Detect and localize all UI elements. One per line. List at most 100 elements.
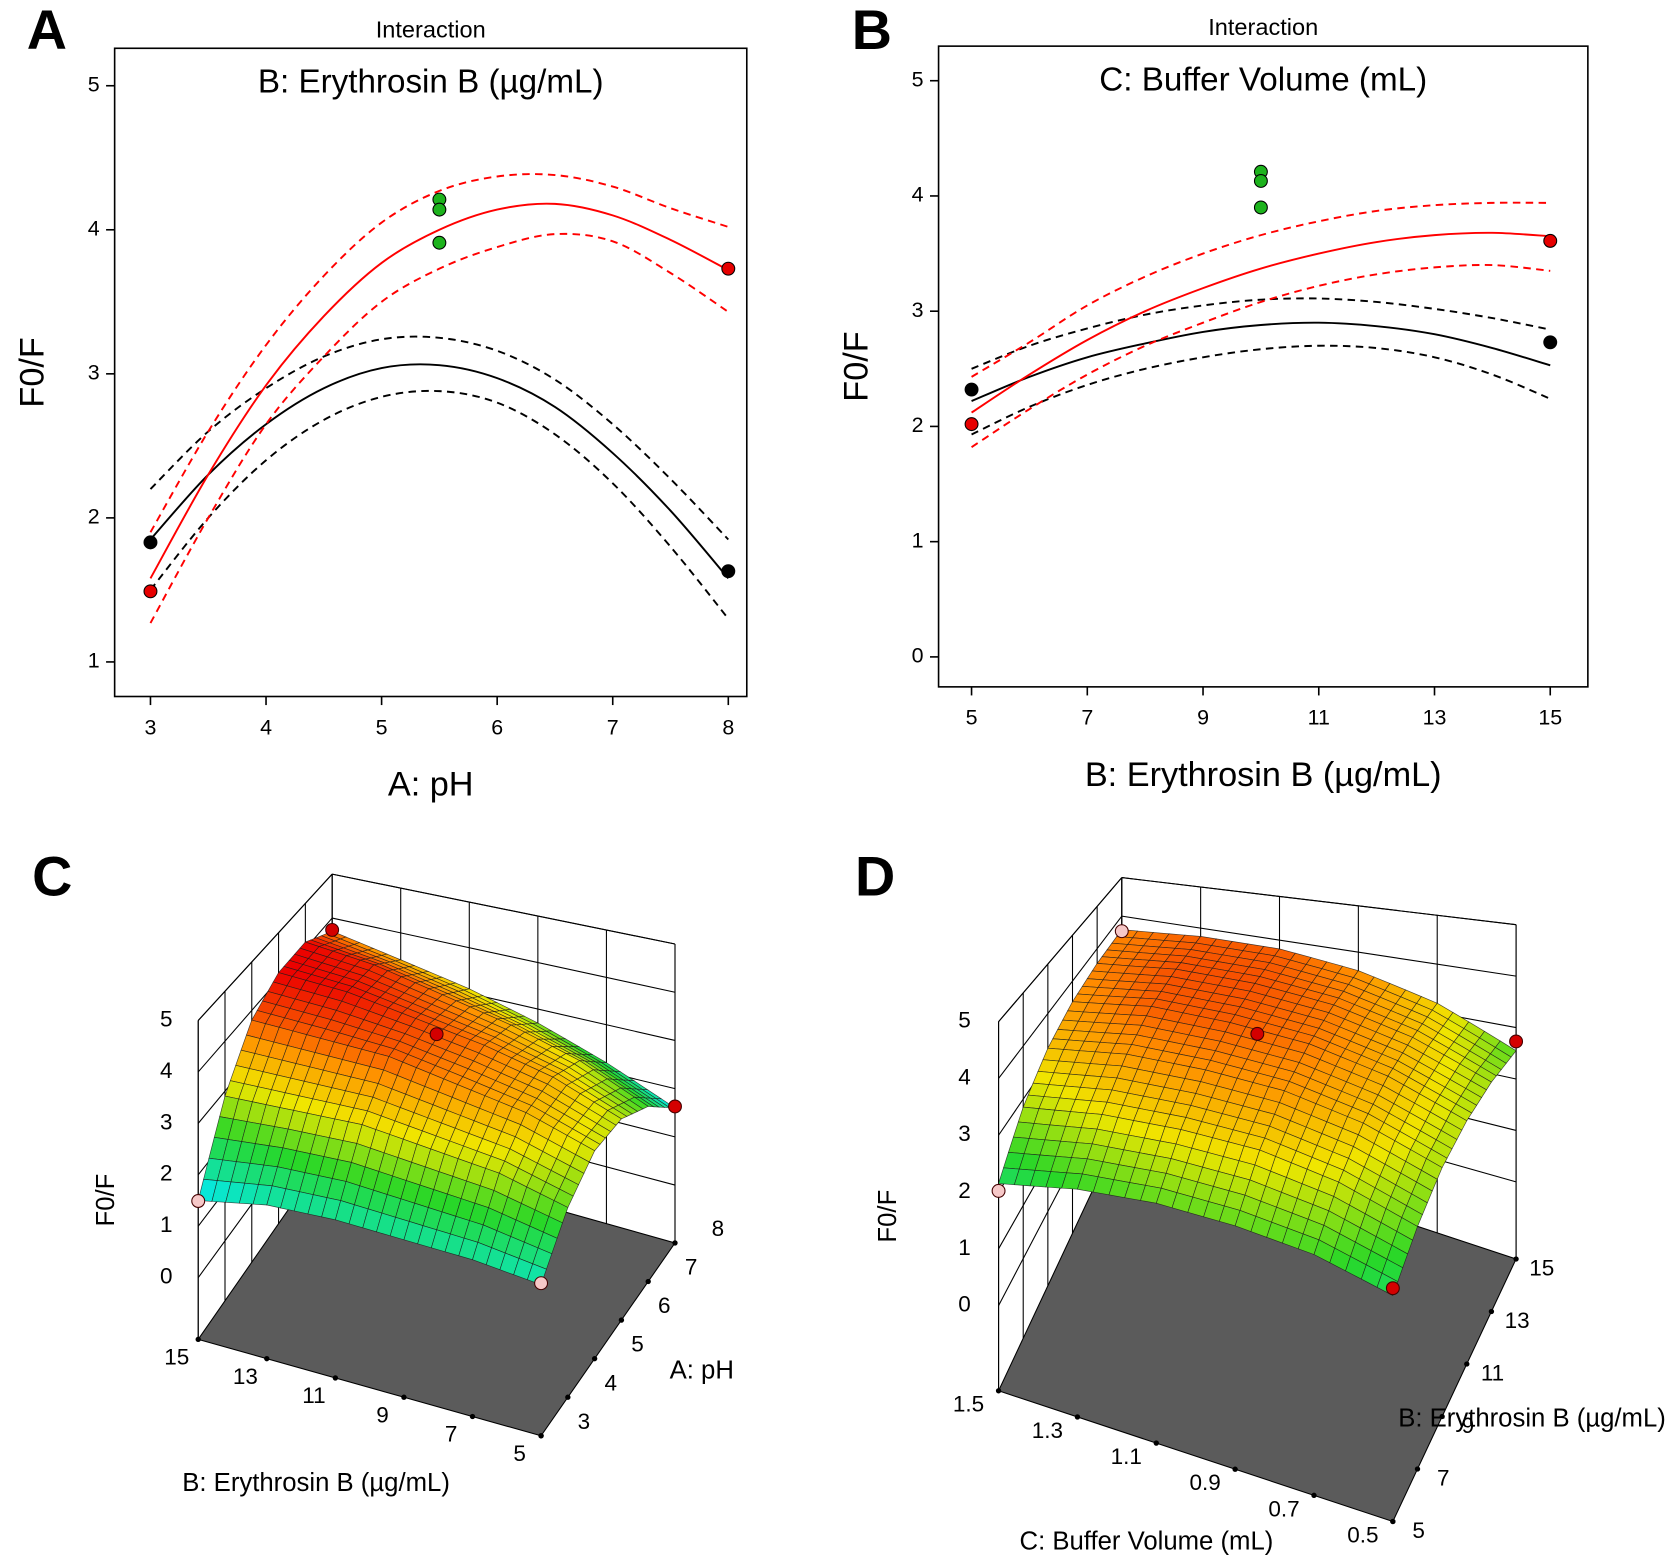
panel-letter: A: [27, 0, 67, 61]
x-axis-label: A: pH: [388, 766, 474, 804]
design-point: [721, 564, 736, 579]
y-tick-label: 3: [912, 298, 924, 322]
panel-letter: D: [855, 846, 895, 908]
curve: [971, 231, 1551, 414]
floor-tick: [401, 1394, 407, 1400]
floor-tick: [1464, 1361, 1470, 1367]
z-tick-label: 2: [958, 1178, 971, 1203]
design-point: [1250, 1026, 1265, 1041]
legend-title: B: Erythrosin B (µg/mL): [258, 63, 604, 100]
panel-letter: B: [852, 0, 892, 61]
design-point: [325, 922, 340, 937]
z-tick-label: 5: [958, 1008, 971, 1033]
x-tick-label: 7: [1081, 706, 1093, 730]
floor-tick: [1232, 1466, 1238, 1472]
z-tick-label: 4: [160, 1058, 173, 1083]
design-point: [721, 261, 736, 276]
curve: [971, 321, 1551, 402]
v-axis-label: A: pH: [670, 1356, 734, 1384]
design-point: [1253, 174, 1268, 188]
u-tick-label: 0.5: [1347, 1522, 1378, 1547]
u-tick-label: 1.3: [1032, 1418, 1063, 1443]
u-tick-label: 0.9: [1190, 1470, 1221, 1495]
legend-title: C: Buffer Volume (mL): [1099, 61, 1427, 98]
y-tick-label: 5: [88, 72, 100, 96]
y-tick-label: 0: [912, 644, 924, 668]
design-point: [432, 202, 447, 217]
floor-tick: [538, 1433, 544, 1439]
z-tick-label: 3: [160, 1109, 173, 1134]
design-point: [1509, 1034, 1524, 1049]
u-tick-label: 1.1: [1111, 1444, 1142, 1469]
z-tick-label: 5: [160, 1006, 173, 1031]
v-tick-label: 4: [604, 1370, 617, 1395]
x-tick-label: 15: [1538, 706, 1562, 730]
v-tick-label: 7: [685, 1255, 698, 1280]
z-tick-label: 0: [160, 1264, 173, 1289]
floor-tick: [1414, 1466, 1421, 1472]
design-point: [432, 235, 447, 250]
u-tick-label: 13: [233, 1364, 258, 1389]
plot-frame: [113, 47, 748, 698]
z-axis-label: F0/F: [92, 1174, 120, 1227]
floor-tick: [565, 1394, 571, 1400]
curve: [149, 202, 729, 579]
floor-tick: [1074, 1414, 1081, 1420]
box-edge: [332, 873, 676, 945]
wall-grid-line: [332, 917, 676, 993]
z-tick-label: 1: [160, 1212, 173, 1237]
floor-tick: [591, 1355, 598, 1362]
z-tick-label: 0: [958, 1292, 971, 1317]
curve: [971, 201, 1551, 378]
x-axis-label: B: Erythrosin B (µg/mL): [1085, 756, 1442, 794]
x-tick-label: 7: [607, 715, 619, 739]
floor-tick: [1513, 1256, 1519, 1262]
u-tick-label: 15: [164, 1345, 189, 1370]
v-tick-label: 5: [631, 1332, 644, 1357]
x-tick-label: 3: [145, 715, 157, 739]
curve: [149, 173, 729, 533]
x-tick-label: 6: [491, 715, 503, 739]
x-tick-label: 8: [722, 715, 734, 739]
v-tick-label: 9: [1462, 1413, 1475, 1438]
design-point: [668, 1099, 682, 1114]
floor-tick: [995, 1388, 1002, 1394]
y-axis-label: F0/F: [837, 331, 875, 401]
floor-tick: [618, 1317, 625, 1323]
design-point: [1385, 1281, 1400, 1296]
design-point: [991, 1183, 1006, 1198]
box-edge: [998, 877, 1123, 1023]
curve: [971, 344, 1551, 436]
x-tick-label: 5: [966, 706, 978, 730]
y-tick-label: 1: [912, 528, 924, 552]
v-tick-label: 11: [1481, 1361, 1504, 1386]
x-tick-label: 13: [1423, 706, 1447, 730]
chart-title: Interaction: [1208, 14, 1318, 40]
u-tick-label: 5: [513, 1441, 526, 1466]
panel-letter: C: [32, 846, 72, 908]
v-tick-label: 15: [1529, 1256, 1554, 1281]
design-point: [964, 382, 979, 397]
y-tick-label: 3: [88, 360, 100, 384]
x-tick-label: 11: [1308, 706, 1330, 730]
u-tick-label: 1.5: [953, 1392, 984, 1417]
curve: [149, 389, 730, 620]
z-axis-label: F0/F: [874, 1190, 902, 1243]
v-tick-label: 6: [658, 1293, 671, 1318]
box-edge: [197, 873, 333, 1021]
box-edge: [1121, 877, 1517, 926]
design-point: [1253, 200, 1268, 215]
z-tick-label: 4: [958, 1064, 971, 1089]
wall-grid-line: [998, 915, 1123, 1079]
z-tick-label: 1: [958, 1235, 971, 1260]
curve: [149, 363, 730, 580]
x-tick-label: 4: [260, 715, 272, 739]
design-point: [429, 1027, 444, 1042]
y-tick-label: 4: [912, 183, 924, 207]
z-tick-label: 2: [160, 1161, 173, 1186]
curve: [971, 263, 1551, 448]
design-point: [1114, 924, 1129, 939]
x-tick-label: 9: [1197, 706, 1209, 730]
y-axis-label: F0/F: [13, 337, 51, 407]
